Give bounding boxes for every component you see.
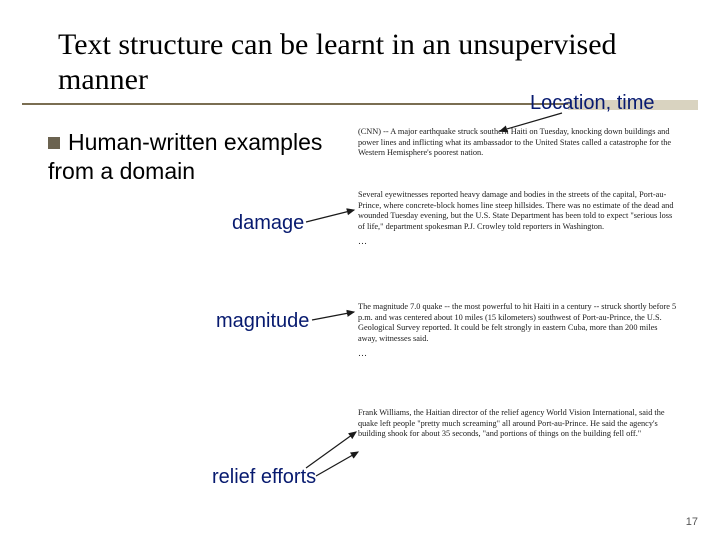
arrow-damage <box>306 210 354 222</box>
page-number: 17 <box>686 516 698 528</box>
bullet-item: Human-written examples from a domain <box>48 128 328 186</box>
slide-title: Text structure can be learnt in an unsup… <box>0 28 720 101</box>
bullet-text: Human-written examples from a domain <box>48 129 322 184</box>
arrow-relief-2 <box>316 452 358 476</box>
arrow-relief-1 <box>306 432 356 468</box>
article-paragraph-3: The magnitude 7.0 quake -- the most powe… <box>358 302 678 360</box>
label-location-time: Location, time <box>530 92 655 115</box>
label-damage: damage <box>232 212 304 235</box>
article-paragraph-4: Frank Williams, the Haitian director of … <box>358 408 678 440</box>
para2-text: Several eyewitnesses reported heavy dama… <box>358 190 673 231</box>
ellipsis-icon: … <box>358 348 678 360</box>
label-magnitude: magnitude <box>216 310 309 333</box>
article-paragraph-2: Several eyewitnesses reported heavy dama… <box>358 190 678 248</box>
arrow-magnitude <box>312 312 354 320</box>
para3-text: The magnitude 7.0 quake -- the most powe… <box>358 302 676 343</box>
bullet-marker-icon <box>48 137 60 149</box>
slide: Text structure can be learnt in an unsup… <box>0 0 720 540</box>
ellipsis-icon: … <box>358 236 678 248</box>
label-relief: relief efforts <box>212 466 316 489</box>
article-paragraph-1: (CNN) -- A major earthquake struck south… <box>358 127 678 159</box>
